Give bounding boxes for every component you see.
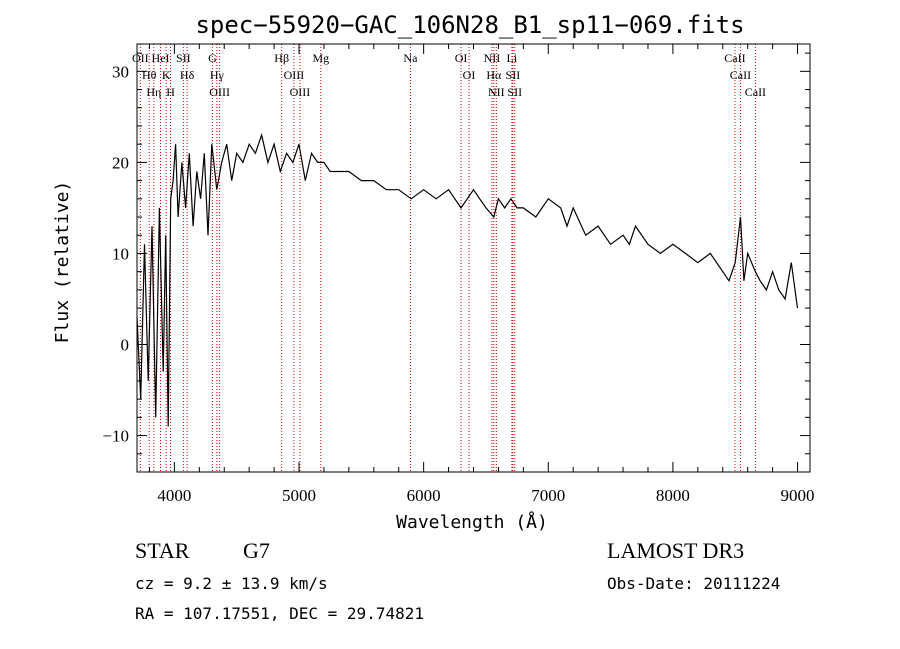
- spectrum-line: [136, 132, 799, 427]
- line-label-13: OIII: [290, 85, 311, 99]
- survey-name: LAMOST DR3: [607, 538, 745, 563]
- y-tick-label: 10: [112, 244, 129, 263]
- line-label-20: NII: [488, 85, 505, 99]
- object-class: STAR: [135, 538, 190, 563]
- line-label-8: OIII: [209, 85, 230, 99]
- line-label-14: Mg: [312, 51, 329, 65]
- line-label-6: SII: [176, 51, 191, 65]
- y-tick-label: 0: [121, 336, 130, 355]
- y-tick-label: 30: [112, 62, 129, 81]
- line-labels: OII Hθ Hη HeI KH SII Hδ G Hγ OIII Hβ OIII OIII Mg Na OI…: [132, 51, 766, 99]
- line-label-23: SII: [507, 85, 522, 99]
- line-label-7: Hδ: [180, 68, 195, 82]
- line-label-9: Hγ: [210, 68, 225, 82]
- spectrum-line-group: [136, 132, 799, 427]
- line-label-3: HeI: [152, 51, 170, 65]
- line-label-4: K: [162, 68, 171, 82]
- line-label-21: SII: [506, 68, 521, 82]
- redshift-text: cz = 9.2 ± 13.9 km/s: [135, 574, 328, 593]
- y-axis-label: Flux (relative): [52, 181, 73, 344]
- line-label-17: OI: [463, 68, 476, 82]
- line-label-24: CaII: [730, 68, 751, 82]
- line-label-0: Hθ: [142, 68, 157, 82]
- line-label-1: Hη: [146, 85, 161, 99]
- line-label-18: Hα: [486, 68, 502, 82]
- line-label-22: Li: [507, 51, 518, 65]
- x-tick-label: 8000: [656, 486, 690, 505]
- x-axis-label: Wavelength (Å): [396, 511, 548, 533]
- chart-title: spec−55920−GAC_106N28_B1_sp11−069.fits: [195, 11, 744, 39]
- object-subclass: G7: [243, 538, 270, 563]
- line-label-11: Hβ: [274, 51, 289, 65]
- line-label-2: OII: [132, 51, 149, 65]
- line-label-26: CaII: [745, 85, 766, 99]
- line-label-19: NII: [484, 51, 501, 65]
- line-label-15: Na: [403, 51, 418, 65]
- x-tick-label: 9000: [781, 486, 815, 505]
- plot-frame: [136, 43, 811, 473]
- line-label-5: H: [166, 85, 175, 99]
- coordinates-text: RA = 107.17551, DEC = 29.74821: [135, 604, 424, 623]
- x-tick-label: 6000: [407, 486, 441, 505]
- x-tick-label: 4000: [157, 486, 191, 505]
- y-tick-label: −10: [102, 427, 129, 446]
- obs-date-text: Obs-Date: 20111224: [607, 574, 781, 593]
- y-tick-label: 20: [112, 153, 129, 172]
- x-tick-label: 5000: [282, 486, 316, 505]
- line-label-16: OI: [455, 51, 468, 65]
- emission-line-markers: [139, 44, 756, 472]
- x-tick-label: 7000: [531, 486, 565, 505]
- line-label-10: G: [208, 51, 217, 65]
- axes: 4000 5000 6000 7000 8000 9000 −10 0 10 20 30: [102, 43, 815, 505]
- line-label-12: OIII: [284, 68, 305, 82]
- line-label-25: CaII: [724, 51, 745, 65]
